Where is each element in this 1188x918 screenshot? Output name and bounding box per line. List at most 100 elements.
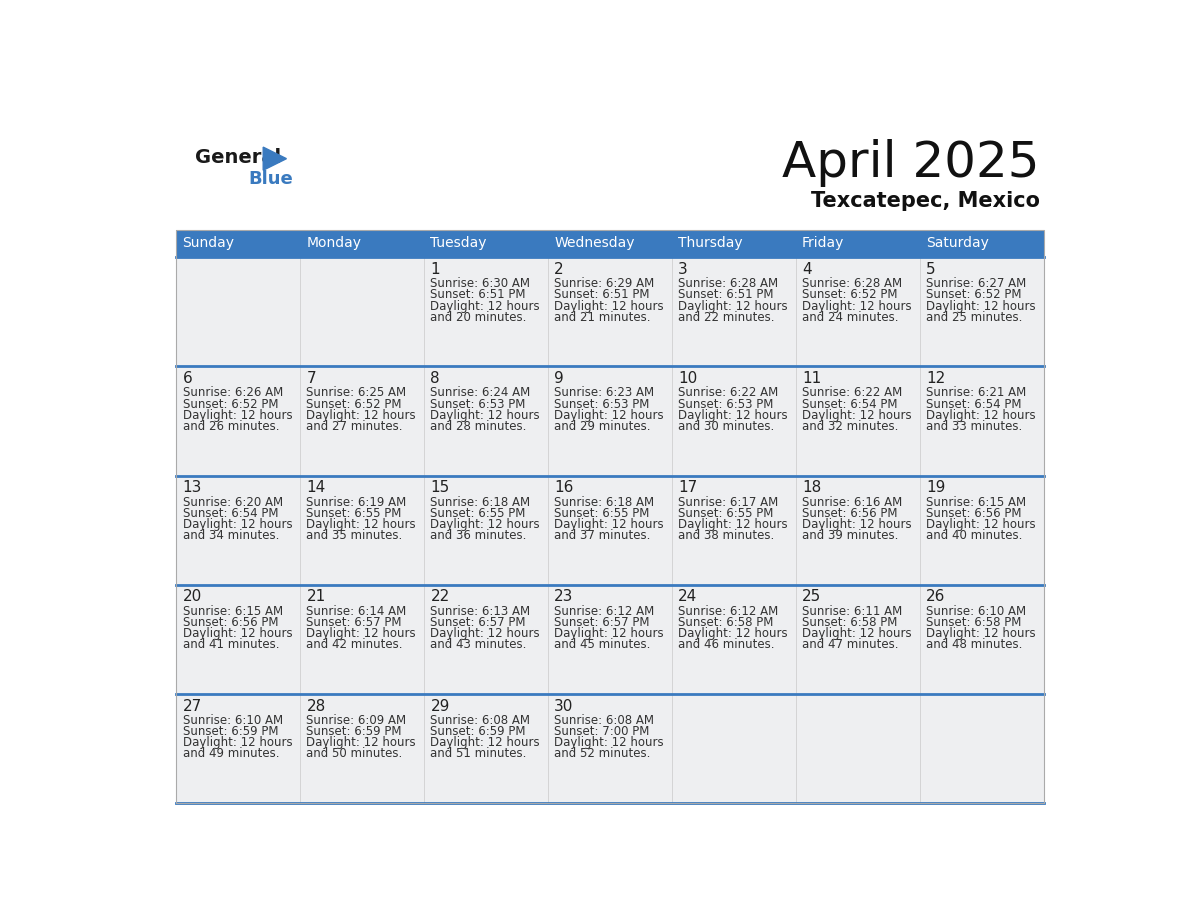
Bar <box>301 230 424 257</box>
Text: and 32 minutes.: and 32 minutes. <box>802 420 898 433</box>
Bar <box>672 694 796 803</box>
Text: Sunset: 6:58 PM: Sunset: 6:58 PM <box>802 616 897 629</box>
Bar <box>920 476 1043 585</box>
Text: Daylight: 12 hours: Daylight: 12 hours <box>307 409 416 421</box>
Text: Daylight: 12 hours: Daylight: 12 hours <box>678 409 788 421</box>
Bar <box>176 257 301 366</box>
Text: 27: 27 <box>183 699 202 713</box>
Text: Sunrise: 6:24 AM: Sunrise: 6:24 AM <box>430 386 531 399</box>
Bar <box>424 694 548 803</box>
Text: and 26 minutes.: and 26 minutes. <box>183 420 279 433</box>
Text: 29: 29 <box>430 699 450 713</box>
Bar <box>796 257 920 366</box>
Text: and 29 minutes.: and 29 minutes. <box>555 420 651 433</box>
Text: and 37 minutes.: and 37 minutes. <box>555 529 651 543</box>
Text: Sunset: 6:55 PM: Sunset: 6:55 PM <box>678 507 773 520</box>
Text: Sunrise: 6:26 AM: Sunrise: 6:26 AM <box>183 386 283 399</box>
Bar <box>424 585 548 694</box>
Bar <box>301 257 424 366</box>
Text: Daylight: 12 hours: Daylight: 12 hours <box>307 736 416 749</box>
Text: and 41 minutes.: and 41 minutes. <box>183 638 279 651</box>
Text: Sunrise: 6:16 AM: Sunrise: 6:16 AM <box>802 496 903 509</box>
Text: Daylight: 12 hours: Daylight: 12 hours <box>925 409 1036 421</box>
Text: and 30 minutes.: and 30 minutes. <box>678 420 775 433</box>
Bar <box>796 366 920 476</box>
Text: and 35 minutes.: and 35 minutes. <box>307 529 403 543</box>
Text: Sunset: 6:58 PM: Sunset: 6:58 PM <box>925 616 1022 629</box>
Text: Wednesday: Wednesday <box>555 236 634 251</box>
Text: and 27 minutes.: and 27 minutes. <box>307 420 403 433</box>
Text: Sunset: 6:55 PM: Sunset: 6:55 PM <box>555 507 650 520</box>
Text: Monday: Monday <box>307 236 361 251</box>
Bar <box>424 476 548 585</box>
Text: Daylight: 12 hours: Daylight: 12 hours <box>183 627 292 640</box>
Text: Sunset: 6:59 PM: Sunset: 6:59 PM <box>307 725 402 738</box>
Text: and 46 minutes.: and 46 minutes. <box>678 638 775 651</box>
Text: Daylight: 12 hours: Daylight: 12 hours <box>183 409 292 421</box>
Text: Texcatepec, Mexico: Texcatepec, Mexico <box>810 191 1040 211</box>
Text: 14: 14 <box>307 480 326 495</box>
Text: 26: 26 <box>925 589 946 604</box>
Text: Daylight: 12 hours: Daylight: 12 hours <box>430 736 541 749</box>
Text: 21: 21 <box>307 589 326 604</box>
Bar <box>176 694 301 803</box>
Text: Sunset: 6:53 PM: Sunset: 6:53 PM <box>555 397 650 410</box>
Text: Sunset: 6:55 PM: Sunset: 6:55 PM <box>307 507 402 520</box>
Text: Sunset: 6:51 PM: Sunset: 6:51 PM <box>430 288 526 301</box>
Text: Sunrise: 6:20 AM: Sunrise: 6:20 AM <box>183 496 283 509</box>
Text: Daylight: 12 hours: Daylight: 12 hours <box>802 409 911 421</box>
Text: 25: 25 <box>802 589 821 604</box>
Text: Daylight: 12 hours: Daylight: 12 hours <box>555 409 664 421</box>
Text: Sunrise: 6:21 AM: Sunrise: 6:21 AM <box>925 386 1026 399</box>
Text: 11: 11 <box>802 371 821 386</box>
Text: Daylight: 12 hours: Daylight: 12 hours <box>555 299 664 313</box>
Text: Sunset: 6:53 PM: Sunset: 6:53 PM <box>430 397 526 410</box>
Bar <box>176 585 301 694</box>
Text: 30: 30 <box>555 699 574 713</box>
Text: 8: 8 <box>430 371 440 386</box>
Text: Sunrise: 6:08 AM: Sunrise: 6:08 AM <box>430 714 530 727</box>
Text: Sunrise: 6:13 AM: Sunrise: 6:13 AM <box>430 605 531 618</box>
Bar <box>176 476 301 585</box>
Text: Sunrise: 6:19 AM: Sunrise: 6:19 AM <box>307 496 406 509</box>
Text: Sunset: 6:54 PM: Sunset: 6:54 PM <box>183 507 278 520</box>
Text: Saturday: Saturday <box>925 236 988 251</box>
Text: Sunrise: 6:28 AM: Sunrise: 6:28 AM <box>802 277 902 290</box>
Text: 12: 12 <box>925 371 946 386</box>
Text: Sunrise: 6:15 AM: Sunrise: 6:15 AM <box>925 496 1026 509</box>
Bar <box>424 366 548 476</box>
Text: and 40 minutes.: and 40 minutes. <box>925 529 1023 543</box>
Text: 28: 28 <box>307 699 326 713</box>
Text: 17: 17 <box>678 480 697 495</box>
Text: Daylight: 12 hours: Daylight: 12 hours <box>802 627 911 640</box>
Text: and 34 minutes.: and 34 minutes. <box>183 529 279 543</box>
Bar <box>672 230 796 257</box>
Text: Tuesday: Tuesday <box>430 236 487 251</box>
Bar <box>920 230 1043 257</box>
Text: and 50 minutes.: and 50 minutes. <box>307 747 403 760</box>
Text: Sunrise: 6:18 AM: Sunrise: 6:18 AM <box>430 496 531 509</box>
Bar <box>424 257 548 366</box>
Text: and 51 minutes.: and 51 minutes. <box>430 747 526 760</box>
Text: Daylight: 12 hours: Daylight: 12 hours <box>430 299 541 313</box>
Text: Daylight: 12 hours: Daylight: 12 hours <box>430 518 541 531</box>
Bar <box>548 257 672 366</box>
Text: Sunrise: 6:11 AM: Sunrise: 6:11 AM <box>802 605 903 618</box>
Text: Sunrise: 6:15 AM: Sunrise: 6:15 AM <box>183 605 283 618</box>
Text: Sunrise: 6:18 AM: Sunrise: 6:18 AM <box>555 496 655 509</box>
Text: 7: 7 <box>307 371 316 386</box>
Text: Sunset: 6:59 PM: Sunset: 6:59 PM <box>183 725 278 738</box>
Text: and 24 minutes.: and 24 minutes. <box>802 311 898 324</box>
Bar <box>796 694 920 803</box>
Text: Sunset: 6:56 PM: Sunset: 6:56 PM <box>802 507 898 520</box>
Text: 13: 13 <box>183 480 202 495</box>
Text: Sunset: 6:57 PM: Sunset: 6:57 PM <box>430 616 526 629</box>
Bar <box>548 694 672 803</box>
Text: Friday: Friday <box>802 236 845 251</box>
Text: 4: 4 <box>802 262 811 277</box>
Text: Sunset: 6:56 PM: Sunset: 6:56 PM <box>925 507 1022 520</box>
Text: Sunset: 6:52 PM: Sunset: 6:52 PM <box>925 288 1022 301</box>
Bar <box>301 476 424 585</box>
Text: Sunset: 6:52 PM: Sunset: 6:52 PM <box>307 397 402 410</box>
Text: and 39 minutes.: and 39 minutes. <box>802 529 898 543</box>
